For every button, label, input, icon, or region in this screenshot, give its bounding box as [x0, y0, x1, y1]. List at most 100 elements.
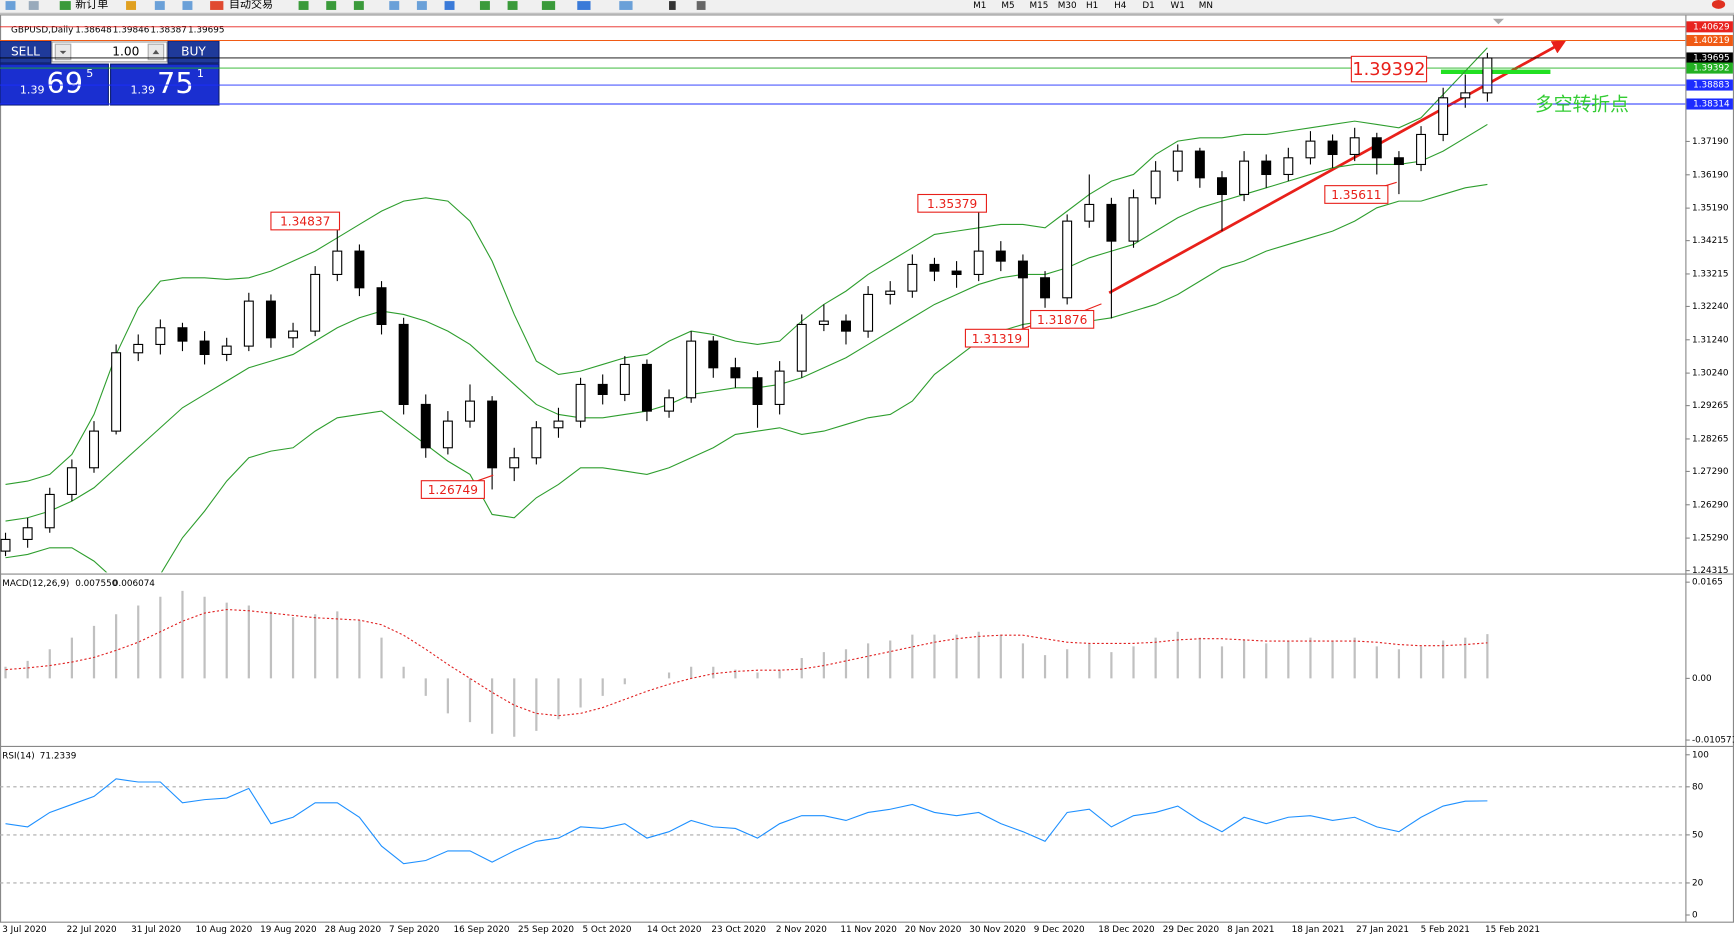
candle-body [1371, 137, 1382, 159]
candle-body [465, 400, 475, 422]
pivot-note: 多空转折点 [1535, 93, 1629, 115]
candle-body [929, 263, 940, 272]
candle-body [641, 363, 652, 412]
candle-body [243, 300, 254, 347]
candle-body [398, 323, 409, 405]
icon[interactable] [416, 1, 427, 10]
timeframe-button[interactable]: M30 [1058, 1, 1077, 11]
icon[interactable] [669, 1, 676, 10]
y-tick-label: 80 [1692, 782, 1704, 792]
x-tick-label: 15 Feb 2021 [1485, 925, 1540, 935]
bid-box[interactable] [0, 63, 109, 106]
icon[interactable] [326, 1, 337, 10]
timeframe-button[interactable]: M5 [1001, 1, 1014, 11]
sell-label[interactable]: SELL [11, 44, 40, 58]
x-tick-label: 5 Oct 2020 [582, 925, 631, 935]
x-tick-label: 20 Nov 2020 [905, 925, 962, 935]
icon[interactable] [577, 1, 591, 10]
icon[interactable] [5, 1, 16, 10]
x-tick-label: 18 Jan 2021 [1292, 925, 1345, 935]
candle-body [1150, 170, 1161, 199]
alert-icon[interactable] [1711, 0, 1726, 9]
candle-body [199, 340, 210, 355]
icon[interactable] [59, 1, 71, 10]
candle-body [531, 427, 542, 459]
candle-body [553, 420, 564, 429]
toolbar-icons [5, 0, 1726, 10]
candle-body [774, 370, 785, 405]
candle-body [221, 345, 232, 355]
indicator-value: 0.007550 [75, 579, 118, 589]
indicator-title: RSI(14) [2, 751, 34, 761]
annotation-box [917, 193, 987, 213]
icon[interactable] [479, 1, 490, 10]
icon[interactable] [619, 1, 633, 10]
x-tick-label: 18 Dec 2020 [1098, 925, 1155, 935]
candle-body [1040, 277, 1051, 299]
timeframe-button[interactable]: MN [1199, 1, 1213, 11]
icon[interactable] [389, 1, 400, 10]
timeframe-button[interactable]: H4 [1114, 1, 1127, 11]
timeframe-button[interactable]: H1 [1086, 1, 1098, 11]
icon[interactable] [182, 1, 193, 10]
candle-body [1194, 150, 1205, 179]
x-tick-label: 23 Oct 2020 [711, 925, 766, 935]
y-tick-label: 1.24315 [1692, 566, 1729, 576]
trade-panel: SELL 1.00 BUY 1.39 69 5 1.39 75 1 [0, 40, 220, 106]
bollinger-middle [5, 123, 1488, 522]
candle-body [686, 340, 697, 399]
x-tick-label: 8 Jan 2021 [1227, 925, 1274, 935]
x-tick-label: 14 Oct 2020 [647, 925, 702, 935]
candle-body [619, 363, 630, 395]
timeframe-button[interactable]: M1 [973, 1, 986, 11]
chart-shift-marker [1492, 18, 1504, 25]
icon[interactable] [541, 1, 556, 10]
icon[interactable] [444, 1, 455, 10]
toolbar-button[interactable]: 自动交易 [229, 0, 273, 10]
buy-label[interactable]: BUY [181, 44, 206, 58]
candle-body [575, 383, 586, 422]
lot-input[interactable] [51, 41, 168, 63]
candle-body [1438, 97, 1449, 136]
toolbar [0, 0, 1734, 14]
candle-body [1349, 137, 1360, 156]
indicator-value: 1.39846 [113, 25, 150, 35]
price-tag-label: 1.40219 [1693, 36, 1730, 46]
y-tick-label: 0.0165 [1692, 578, 1723, 588]
candle-body [1217, 177, 1227, 196]
timeframe-button[interactable]: D1 [1142, 1, 1154, 11]
icon[interactable] [28, 1, 39, 10]
icon[interactable] [154, 1, 165, 10]
candle-body [66, 467, 77, 495]
timeframe-button[interactable]: M15 [1030, 1, 1049, 11]
indicator-value: 0.006074 [113, 579, 156, 589]
candle-body [89, 430, 99, 469]
annotation-label: 1.31319 [972, 332, 1022, 346]
candle-body [22, 527, 33, 540]
candle-body [177, 327, 188, 342]
candle-body [796, 323, 807, 372]
icon[interactable] [696, 1, 706, 10]
ask-box[interactable] [110, 63, 220, 106]
candle-body [354, 250, 365, 289]
candle-body [708, 340, 719, 369]
candle-body [1106, 203, 1117, 242]
candle-body [1460, 92, 1471, 99]
icon[interactable] [353, 1, 364, 10]
candle-body [509, 457, 520, 469]
lot-value[interactable]: 1.00 [112, 44, 139, 58]
timeframe-button[interactable]: W1 [1171, 1, 1185, 11]
bid-big: 1.39 [20, 84, 45, 97]
x-tick-label: 28 Aug 2020 [325, 925, 382, 935]
icon[interactable] [210, 1, 224, 10]
annotation-label: 1.39392 [1352, 60, 1425, 80]
icon[interactable] [298, 1, 309, 10]
icon[interactable] [126, 1, 137, 10]
icon[interactable] [507, 1, 518, 10]
annotation-label: 1.34837 [280, 215, 330, 229]
candle-body [420, 403, 431, 449]
candle-body [907, 263, 918, 292]
toolbar-button[interactable]: 新订单 [75, 0, 108, 10]
